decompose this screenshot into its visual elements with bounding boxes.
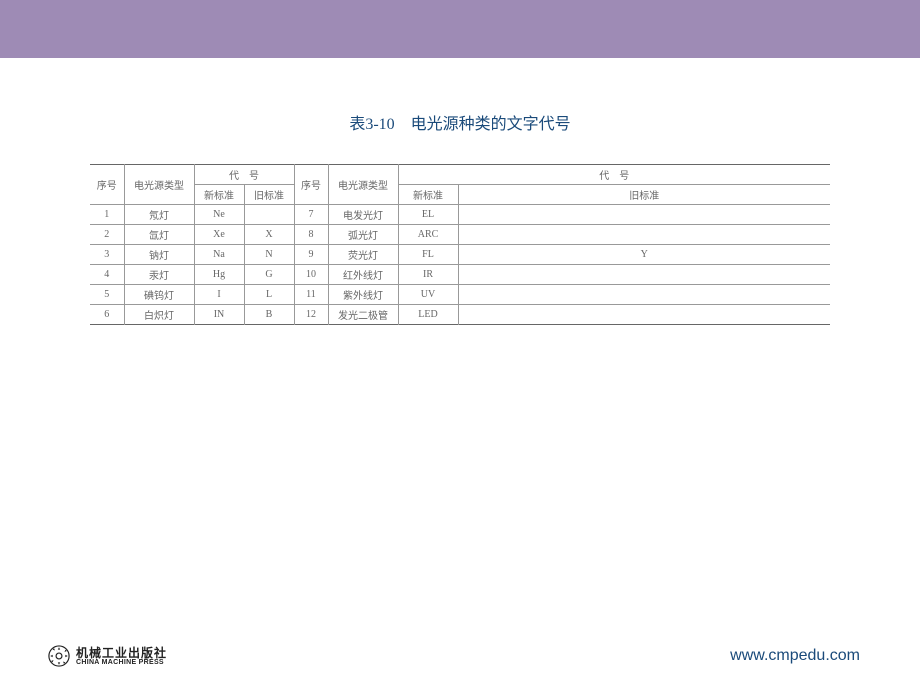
publisher-text: 机械工业出版社 CHINA MACHINE PRESS [76,647,167,666]
th-new-l: 新标准 [194,185,244,205]
table-cell: 8 [294,225,328,245]
table-cell: L [244,285,294,305]
table-cell: 3 [90,245,124,265]
table-cell: 12 [294,305,328,325]
table-cell [458,225,830,245]
table-cell: B [244,305,294,325]
table-cell: 氖灯 [124,205,194,225]
table-cell: I [194,285,244,305]
table-cell: 弧光灯 [328,225,398,245]
table-cell: 发光二极管 [328,305,398,325]
publisher-en: CHINA MACHINE PRESS [76,659,167,666]
table-body: 1氖灯Ne7电发光灯EL2氙灯XeX8弧光灯ARC3钠灯NaN9荧光灯FLY4汞… [90,205,830,325]
th-new-r: 新标准 [398,185,458,205]
table-cell: 1 [90,205,124,225]
th-type-l: 电光源类型 [124,165,194,205]
th-code-l: 代 号 [194,165,294,185]
table-row: 2氙灯XeX8弧光灯ARC [90,225,830,245]
table-cell: 4 [90,265,124,285]
table-cell: Y [458,245,830,265]
table-cell: 紫外线灯 [328,285,398,305]
footer: 机械工业出版社 CHINA MACHINE PRESS www.cmpedu.c… [0,627,920,667]
table-wrapper: 序号 电光源类型 代 号 序号 电光源类型 代 号 新标准 旧标准 新标准 旧标… [90,164,830,325]
top-bar [0,0,920,58]
table-title: 表3-10 电光源种类的文字代号 [0,110,920,134]
table-cell: X [244,225,294,245]
table-cell [458,285,830,305]
table-cell: IN [194,305,244,325]
table-cell: 红外线灯 [328,265,398,285]
table-row: 1氖灯Ne 7电发光灯EL [90,205,830,225]
table-cell: FL [398,245,458,265]
table-cell: 5 [90,285,124,305]
table-cell: 2 [90,225,124,245]
table-cell: Hg [194,265,244,285]
table-row: 3钠灯NaN9荧光灯FLY [90,245,830,265]
table-cell [458,205,830,225]
table-cell: ARC [398,225,458,245]
table-cell: EL [398,205,458,225]
table-cell: G [244,265,294,285]
table-cell [458,305,830,325]
table-cell [244,205,294,225]
table-cell: 荧光灯 [328,245,398,265]
th-old-l: 旧标准 [244,185,294,205]
table-cell: 9 [294,245,328,265]
th-type-r: 电光源类型 [328,165,398,205]
publisher-block: 机械工业出版社 CHINA MACHINE PRESS [48,645,167,667]
table-row: 4汞灯HgG10红外线灯IR [90,265,830,285]
website-url: www.cmpedu.com [730,647,860,665]
th-seq-l: 序号 [90,165,124,205]
table-cell: Ne [194,205,244,225]
publisher-cn: 机械工业出版社 [76,647,167,659]
table-cell: IR [398,265,458,285]
table-cell: Xe [194,225,244,245]
gear-icon [48,645,70,667]
table-row: 5碘钨灯IL11紫外线灯UV [90,285,830,305]
th-code-r: 代 号 [398,165,830,185]
table-cell: 10 [294,265,328,285]
table-cell: UV [398,285,458,305]
table-cell: 6 [90,305,124,325]
light-source-table: 序号 电光源类型 代 号 序号 电光源类型 代 号 新标准 旧标准 新标准 旧标… [90,164,830,325]
table-cell: 11 [294,285,328,305]
table-cell: 碘钨灯 [124,285,194,305]
main-content: 表3-10 电光源种类的文字代号 序号 电光源类型 代 号 序号 电光源类型 代… [0,110,920,325]
table-cell: 电发光灯 [328,205,398,225]
table-cell: 汞灯 [124,265,194,285]
table-cell: 7 [294,205,328,225]
table-cell: 白炽灯 [124,305,194,325]
th-seq-r: 序号 [294,165,328,205]
table-cell: LED [398,305,458,325]
th-old-r: 旧标准 [458,185,830,205]
table-cell: Na [194,245,244,265]
table-cell: 氙灯 [124,225,194,245]
table-cell [458,265,830,285]
table-cell: 钠灯 [124,245,194,265]
table-cell: N [244,245,294,265]
table-row: 6白炽灯INB12发光二极管LED [90,305,830,325]
